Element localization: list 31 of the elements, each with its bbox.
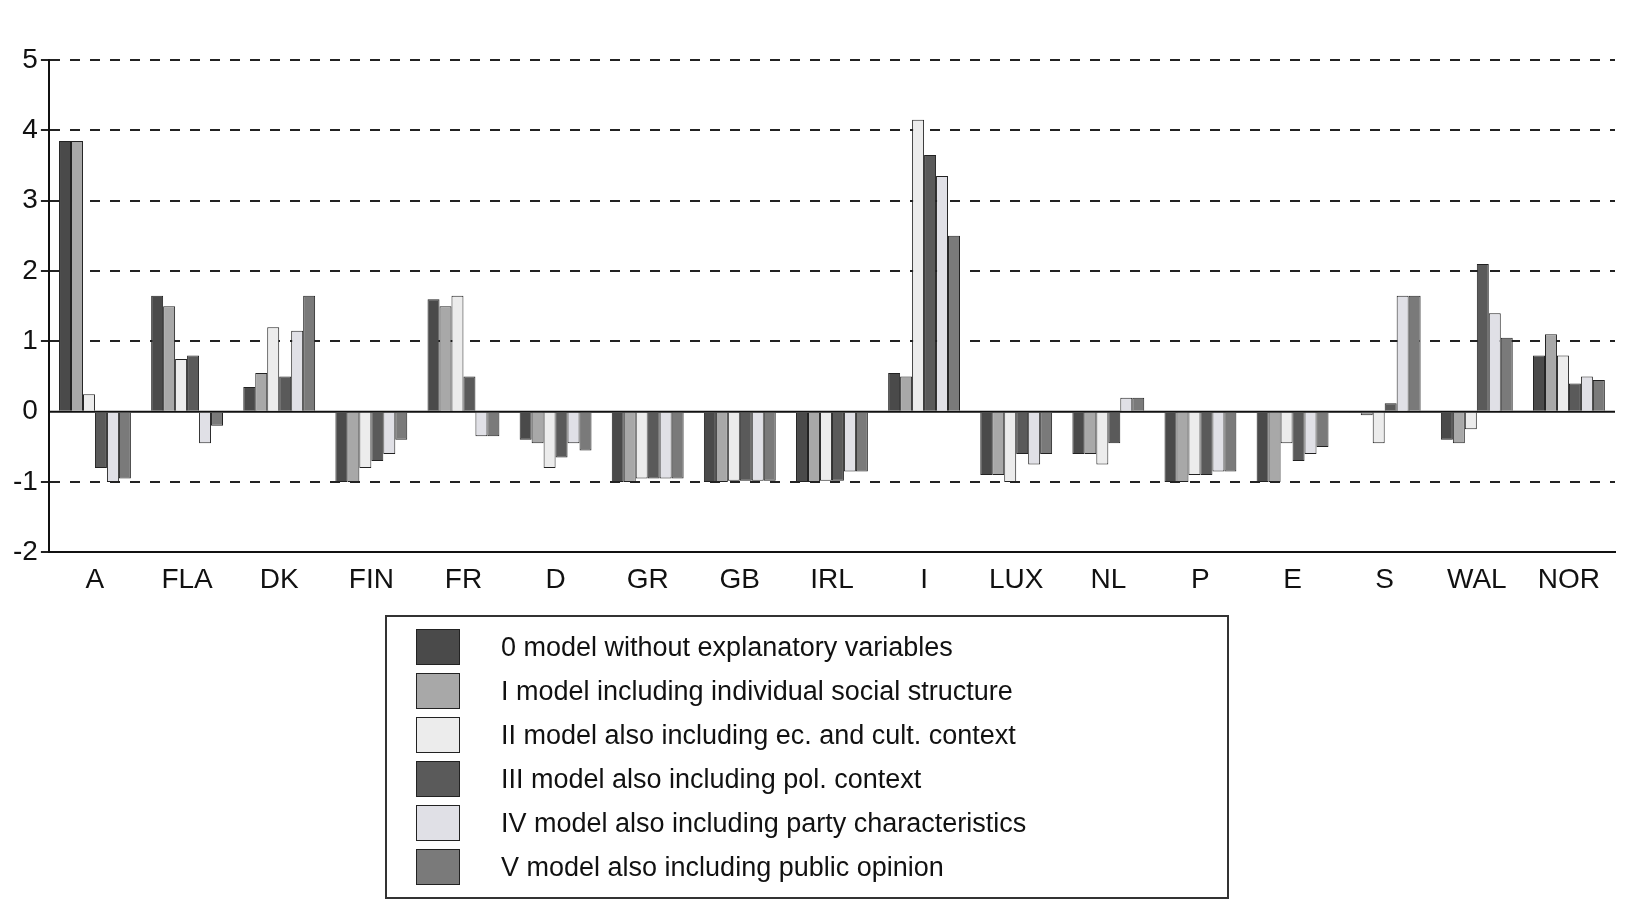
legend-label: V model also including public opinion <box>501 851 944 883</box>
x-tick-label: GB <box>719 562 761 594</box>
legend-label: 0 model without explanatory variables <box>501 631 953 663</box>
x-tick-label: IRL <box>810 562 854 594</box>
x-tick-label: WAL <box>1446 562 1507 594</box>
x-tick-label: FLA <box>161 562 214 594</box>
x-tick-label: FR <box>444 562 483 594</box>
x-tick-label: A <box>85 562 105 594</box>
legend-label: I model including individual social structure <box>501 675 1013 707</box>
y-tick-label: 2 <box>22 253 38 285</box>
x-tick-label: FIN <box>348 562 394 594</box>
x-tick-label: D <box>545 562 566 594</box>
y-tick-label: -1 <box>12 464 38 496</box>
x-tick-label: P <box>1191 562 1210 594</box>
y-tick-label: 0 <box>22 394 38 426</box>
y-tick-label: 4 <box>22 113 38 145</box>
y-tick-label: 1 <box>22 324 38 356</box>
x-tick-label: GR <box>626 562 669 594</box>
y-tick-label: -2 <box>12 535 38 567</box>
legend-label: III model also including pol. context <box>501 763 922 795</box>
x-tick-label: I <box>920 562 928 594</box>
y-tick-label: 5 <box>22 42 38 74</box>
legend-label: IV model also including party characteristics <box>501 807 1027 839</box>
x-tick-label: S <box>1375 562 1395 594</box>
legend-label: II model also including ec. and cult. context <box>501 719 1016 751</box>
x-tick-label: NL <box>1090 562 1127 594</box>
y-tick-label: 3 <box>22 183 38 215</box>
x-tick-label: E <box>1283 562 1302 594</box>
x-tick-label: LUX <box>988 562 1044 594</box>
x-tick-label: DK <box>259 562 299 594</box>
x-tick-label: NOR <box>1537 562 1601 594</box>
